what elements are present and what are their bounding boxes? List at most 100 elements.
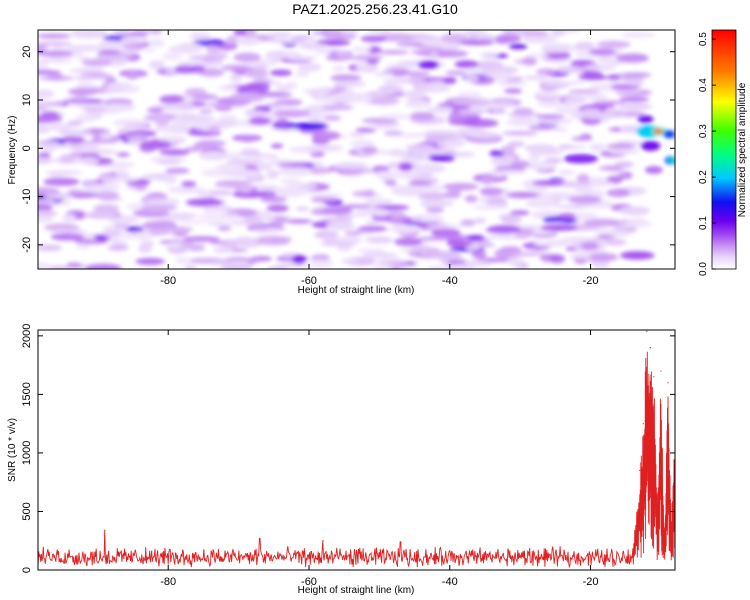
heatmap-cell [188, 243, 206, 252]
heatmap-cell [618, 171, 633, 180]
y-tick-label: -20 [21, 237, 33, 253]
heatmap-cell [442, 77, 457, 85]
heatmap-cell [139, 140, 172, 150]
snr-panel: -80 -60 -40 -20 0 500 1000 1500 2000 Height of … [7, 324, 676, 596]
heatmap-cell [404, 99, 432, 109]
heatmap-cell [70, 30, 109, 39]
heatmap-cell [464, 74, 480, 82]
heatmap-cell [184, 264, 197, 269]
heatmap-cell [135, 257, 165, 265]
heatmap-cell [235, 236, 253, 243]
heatmap-cell [487, 224, 522, 234]
heatmap-cell [614, 161, 634, 168]
heatmap-cell [452, 99, 482, 105]
heatmap-cell [486, 197, 508, 207]
heatmap-cell [536, 92, 563, 99]
heatmap-cell [473, 217, 487, 224]
snr-series-line [38, 351, 675, 569]
heatmap-y-ticks: -20 -10 0 10 20 [21, 46, 675, 253]
heatmap-cell [436, 141, 463, 149]
heatmap-cell [533, 241, 571, 247]
heatmap-cell [179, 219, 213, 225]
heatmap-cell [38, 124, 51, 134]
heatmap-cell [107, 245, 129, 251]
heatmap-cell [181, 181, 197, 188]
heatmap-cell [425, 41, 462, 47]
colorbar: 0.0 0.1 0.2 0.3 0.4 0.5 Normalized spectral a… [698, 29, 748, 276]
snr-background [38, 330, 675, 570]
heatmap-cell [97, 49, 121, 55]
heatmap-cell [276, 166, 313, 177]
heatmap-cell [480, 175, 495, 185]
heatmap-cell [279, 178, 302, 184]
snr-frame [37, 329, 676, 571]
heatmap-cell [179, 114, 216, 123]
heatmap-cell [377, 85, 404, 92]
heatmap-cell [43, 193, 74, 200]
heatmap-cell [236, 36, 260, 46]
heatmap-cell [266, 204, 289, 213]
heatmap-cell [66, 44, 103, 52]
heatmap-cell [230, 92, 264, 102]
heatmap-cell [282, 51, 300, 59]
heatmap-cell [201, 61, 224, 67]
y-tick-label: 1000 [21, 441, 33, 465]
heatmap-cell [292, 122, 327, 130]
heatmap-cell [125, 70, 140, 80]
colorbar-tick-label: 0.5 [698, 32, 709, 46]
heatmap-cell [496, 81, 528, 86]
colorbar-tick-label: 0.3 [698, 124, 709, 138]
heatmap-cell [607, 74, 621, 80]
heatmap-cell [555, 65, 586, 74]
heatmap-cell [412, 185, 447, 192]
x-tick-label: -80 [160, 576, 176, 588]
snr-point [646, 330, 648, 332]
heatmap-cell [490, 156, 509, 166]
heatmap-cell [112, 119, 149, 127]
heatmap-cell [333, 101, 347, 111]
y-tick-label: 2000 [21, 324, 33, 348]
heatmap-cell [568, 195, 602, 205]
colorbar-ticks: 0.0 0.1 0.2 0.3 0.4 0.5 [698, 32, 716, 276]
heatmap-cell [550, 254, 566, 264]
x-tick-label: -20 [583, 275, 599, 287]
heatmap-cell [244, 109, 268, 118]
heatmap-cell [570, 212, 599, 221]
heatmap-cell [221, 212, 239, 220]
snr-point [667, 382, 669, 384]
heatmap-cell [256, 91, 293, 98]
heatmap-cell [229, 73, 243, 83]
heatmap-cell [351, 54, 384, 62]
heatmap-cell [147, 38, 165, 47]
heatmap-cell [84, 211, 117, 220]
heatmap-cell [350, 139, 375, 149]
heatmap-cell [442, 182, 479, 191]
y-tick-label: 500 [21, 502, 33, 520]
heatmap-cell [352, 46, 373, 53]
heatmap-cell [306, 112, 323, 123]
heatmap-cell [80, 156, 100, 165]
heatmap-cell [295, 70, 310, 78]
heatmap-cell [322, 115, 342, 121]
snr-point [663, 546, 666, 548]
heatmap-cell [156, 159, 181, 165]
heatmap-cell [542, 51, 571, 60]
heatmap-cell [554, 105, 588, 115]
heatmap-cell [303, 88, 332, 95]
heatmap-cell [292, 254, 306, 265]
heatmap-cell [365, 219, 379, 226]
heatmap-cell [448, 152, 476, 157]
heatmap-cell [202, 56, 215, 64]
heatmap-cell [270, 143, 284, 149]
heatmap-cell [466, 234, 485, 241]
heatmap-cell [606, 229, 632, 237]
heatmap-cell [249, 227, 287, 232]
heatmap-cell [593, 100, 626, 106]
heatmap-cell [377, 258, 408, 265]
heatmap-cell [615, 53, 650, 63]
heatmap-cell [454, 60, 479, 69]
heatmap-cell [383, 130, 403, 137]
heatmap-cell [60, 136, 86, 145]
heatmap-cell [417, 192, 448, 201]
heatmap-cell [116, 152, 130, 158]
